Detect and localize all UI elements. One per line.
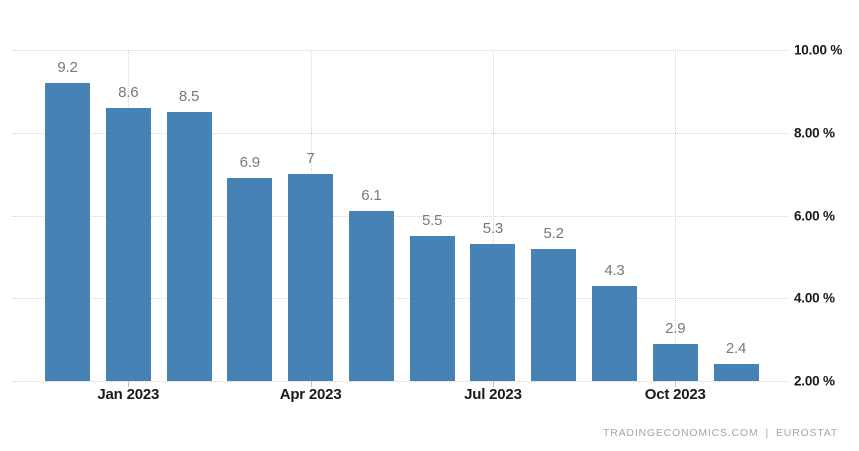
- bar-value-label: 5.5: [421, 212, 443, 230]
- bar[interactable]: [105, 107, 151, 381]
- y-axis-tick-label: 2.00 %: [794, 373, 835, 389]
- attribution-separator: |: [765, 427, 769, 439]
- x-axis-tick-mark: [310, 381, 312, 387]
- bar-value-label: 6.9: [239, 154, 260, 172]
- bar[interactable]: [227, 178, 273, 381]
- vertical-gridline: [492, 50, 494, 381]
- x-axis-tick-label: Jul 2023: [464, 386, 522, 403]
- y-axis-tick-label: 6.00 %: [794, 208, 835, 223]
- bar[interactable]: [531, 248, 577, 381]
- bar-value-label: 6.1: [361, 187, 382, 205]
- bar[interactable]: [45, 83, 90, 381]
- bar[interactable]: [288, 174, 334, 381]
- attribution-site: TRADINGECONOMICS.COM: [603, 427, 759, 439]
- horizontal-gridline: [12, 132, 788, 134]
- bar[interactable]: [348, 211, 394, 381]
- bar-value-label: 8.6: [118, 83, 139, 101]
- bar-value-label: 2.9: [665, 319, 686, 337]
- x-axis-tick-label: Jan 2023: [97, 386, 160, 403]
- x-axis-tick-label: Apr 2023: [279, 386, 342, 403]
- attribution: TRADINGECONOMICS.COM | EUROSTAT: [603, 427, 838, 439]
- bar[interactable]: [470, 244, 516, 381]
- bar[interactable]: [166, 112, 212, 381]
- horizontal-gridline: [12, 50, 788, 51]
- bar[interactable]: [652, 343, 698, 381]
- horizontal-gridline: [12, 381, 788, 382]
- bar-value-label: 9.2: [57, 59, 78, 77]
- attribution-source: EUROSTAT: [775, 427, 838, 439]
- y-axis-tick-label: 4.00 %: [794, 290, 835, 306]
- vertical-gridline: [675, 50, 677, 381]
- bar[interactable]: [591, 285, 637, 381]
- horizontal-gridline: [12, 298, 788, 300]
- bar[interactable]: [409, 236, 455, 381]
- bar-value-label: 8.5: [178, 88, 200, 106]
- x-axis-tick-mark: [492, 381, 494, 387]
- bar[interactable]: [713, 364, 759, 381]
- bar-value-label: 5.3: [482, 220, 504, 238]
- x-axis-tick-mark: [128, 381, 130, 387]
- y-axis-tick-label: 10.00 %: [794, 42, 843, 58]
- horizontal-gridline: [12, 215, 788, 217]
- y-axis-tick-label: 8.00 %: [794, 125, 835, 141]
- bar-value-label: 7: [306, 150, 315, 168]
- x-axis-tick-mark: [675, 381, 677, 387]
- bar-value-label: 5.2: [543, 224, 564, 242]
- x-axis-tick-label: Oct 2023: [644, 386, 706, 403]
- bar-value-label: 2.4: [725, 340, 747, 358]
- bar-value-label: 4.3: [604, 261, 625, 279]
